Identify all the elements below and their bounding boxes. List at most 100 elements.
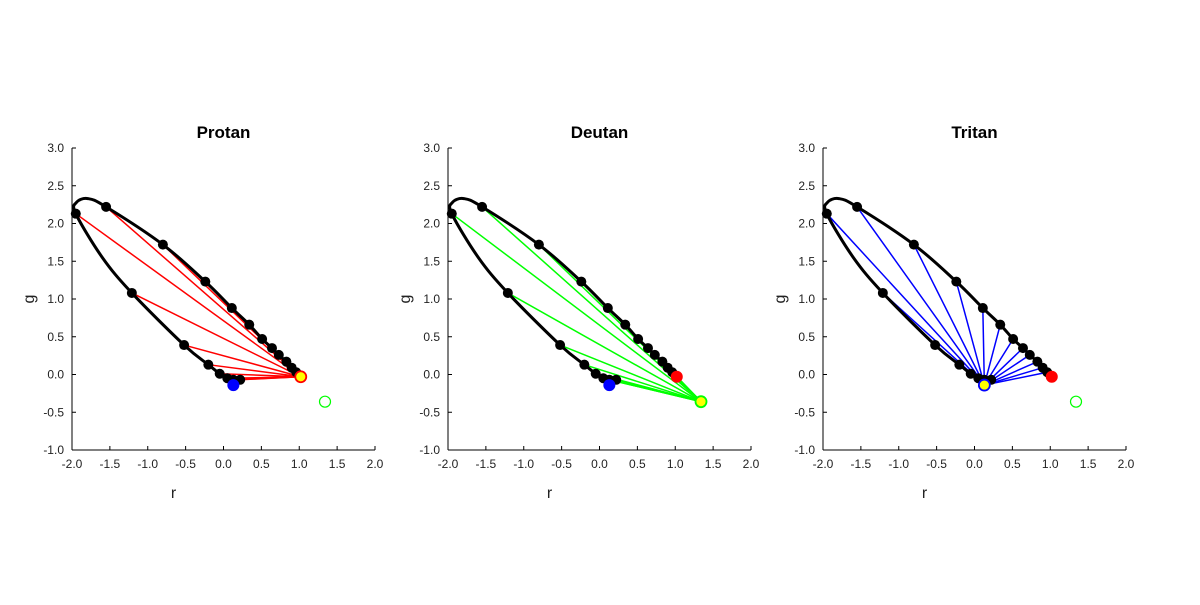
locus-point — [70, 208, 81, 219]
confusion-line — [75, 213, 302, 378]
locus-point — [555, 340, 566, 351]
y-tick-label: -1.0 — [43, 443, 64, 457]
y-tick-label: 0.0 — [423, 368, 440, 382]
panel-title: Tritan — [951, 123, 997, 142]
y-tick-label: 1.5 — [798, 254, 815, 268]
y-tick-label: 2.5 — [798, 179, 815, 193]
x-tick-label: -1.5 — [851, 457, 872, 471]
confusion-line — [183, 344, 301, 378]
locus-point — [951, 276, 962, 287]
x-tick-label: 0.0 — [966, 457, 983, 471]
confusion-line — [219, 372, 301, 378]
locus-point — [1017, 343, 1028, 354]
locus-point — [877, 287, 888, 298]
locus-point — [908, 239, 919, 250]
locus-point — [203, 359, 214, 370]
locus-point — [126, 287, 137, 298]
y-tick-label: -1.0 — [794, 443, 815, 457]
locus-point — [101, 201, 112, 212]
x-tick-label: 1.0 — [1042, 457, 1059, 471]
x-tick-label: -1.0 — [513, 457, 534, 471]
locus-point — [266, 343, 277, 354]
locus-point — [657, 356, 668, 367]
y-tick-label: 0.5 — [423, 330, 440, 344]
y-tick-label: 1.5 — [47, 254, 64, 268]
locus-point — [579, 359, 590, 370]
y-tick-label: 0.5 — [47, 330, 64, 344]
x-tick-label: 0.5 — [1004, 457, 1021, 471]
y-tick-label: 1.0 — [47, 292, 64, 306]
confusion-line — [826, 213, 985, 386]
locus-point — [502, 287, 513, 298]
locus-point — [954, 359, 965, 370]
x-tick-label: -1.0 — [137, 457, 158, 471]
confusion-line — [982, 308, 986, 386]
locus-point — [930, 340, 941, 351]
locus-point — [446, 208, 457, 219]
x-tick-label: 2.0 — [743, 457, 760, 471]
y-tick-label: -0.5 — [794, 405, 815, 419]
y-tick-label: 0.5 — [798, 330, 815, 344]
y-tick-label: 2.0 — [798, 217, 815, 231]
locus-point — [257, 334, 268, 345]
panel-protan: Protan -2.0 -1.5 -1.0 -0.5 0.0 0.5 1.0 1.5 2.0 -1.… — [21, 123, 384, 502]
locus-point — [157, 239, 168, 250]
locus-point — [977, 303, 988, 314]
x-tick-label: -0.5 — [175, 457, 196, 471]
copunctal-point-green — [694, 395, 708, 409]
primary-point-green — [318, 395, 332, 408]
locus-point — [620, 319, 631, 330]
copunctal-point-blue — [977, 378, 991, 392]
locus-point — [642, 343, 653, 354]
x-tick-label: 1.5 — [1080, 457, 1097, 471]
panel-tritan: Tritan -2.0 -1.5 -1.0 -0.5 0.0 0.5 1.0 1.5 2.0 -1.… — [772, 123, 1135, 502]
x-tick-label: 0.0 — [591, 457, 608, 471]
confusion-line — [856, 206, 985, 386]
primary-point-blue — [603, 379, 616, 392]
locus-point — [273, 349, 284, 360]
x-tick-label: -2.0 — [438, 457, 459, 471]
spectral-locus — [72, 196, 298, 382]
locus-point — [821, 208, 832, 219]
locus-point — [1032, 356, 1043, 367]
primary-point-blue — [227, 379, 240, 392]
confusion-line — [240, 376, 301, 381]
locus-point — [281, 356, 292, 367]
y-tick-label: 0.0 — [798, 368, 815, 382]
x-axis-label: r — [547, 485, 553, 502]
y-tick-label: 3.0 — [798, 141, 815, 155]
locus-point — [965, 368, 976, 379]
primary-point-red — [670, 370, 683, 383]
panel-deutan: Deutan -2.0 -1.5 -1.0 -0.5 0.0 0.5 1.0 1.5 2.0 -1.… — [397, 123, 760, 502]
x-tick-label: 2.0 — [1118, 457, 1135, 471]
locus-point — [214, 368, 225, 379]
confusion-line — [559, 344, 702, 403]
locus-point — [602, 303, 613, 314]
locus-point — [995, 319, 1006, 330]
y-tick-label: 2.0 — [423, 217, 440, 231]
locus-point — [1024, 349, 1035, 360]
y-tick-label: -1.0 — [419, 443, 440, 457]
x-tick-label: -1.0 — [888, 457, 909, 471]
x-tick-label: -2.0 — [813, 457, 834, 471]
confusion-line — [584, 363, 702, 403]
primary-point-green — [1069, 395, 1083, 408]
locus-point — [590, 368, 601, 379]
y-tick-label: 2.0 — [47, 217, 64, 231]
y-tick-label: 1.0 — [423, 292, 440, 306]
x-tick-label: 0.5 — [253, 457, 270, 471]
y-tick-label: 1.0 — [798, 292, 815, 306]
x-tick-label: -1.5 — [476, 457, 497, 471]
x-tick-label: 1.5 — [329, 457, 346, 471]
x-tick-label: -0.5 — [551, 457, 572, 471]
confusion-line — [615, 379, 702, 403]
locus-point — [533, 239, 544, 250]
y-tick-label: 2.5 — [423, 179, 440, 193]
locus-point — [179, 340, 190, 351]
panel-title: Protan — [197, 123, 251, 142]
panel-title: Deutan — [571, 123, 629, 142]
locus-point — [633, 334, 644, 345]
x-tick-label: 0.0 — [215, 457, 232, 471]
locus-point — [226, 303, 237, 314]
